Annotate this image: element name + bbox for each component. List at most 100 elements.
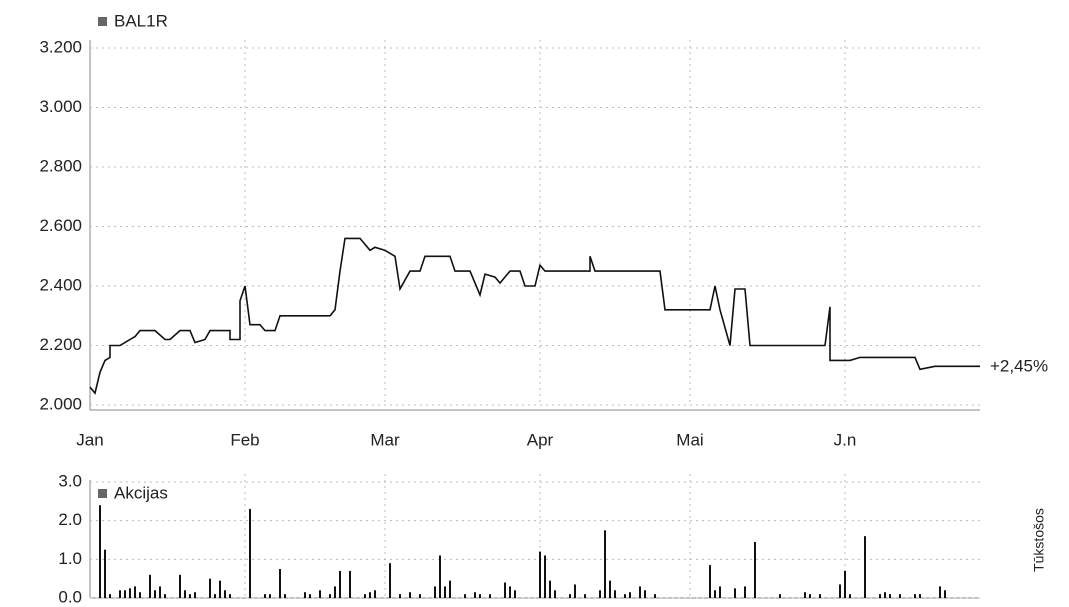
volume-bar [149, 574, 151, 598]
y-tick-label: 3.000 [39, 97, 82, 116]
y-tick-label: 2.000 [39, 394, 82, 413]
volume-bar [304, 592, 306, 598]
legend-marker [98, 17, 107, 26]
x-tick-label: J.n [834, 430, 857, 449]
y-tick-label: 2.400 [39, 275, 82, 294]
x-tick-label: Apr [527, 430, 554, 449]
volume-bar [214, 594, 216, 598]
volume-bar [819, 594, 821, 598]
y-tick-label: 2.800 [39, 156, 82, 175]
volume-bar [844, 570, 846, 598]
volume-bar [839, 584, 841, 598]
volume-bar [449, 580, 451, 598]
volume-bar [189, 594, 191, 598]
volume-bar [439, 555, 441, 598]
volume-bar [864, 536, 866, 598]
volume-bar [574, 584, 576, 598]
volume-bar [479, 594, 481, 598]
volume-bar [514, 590, 516, 598]
volume-bar [349, 570, 351, 598]
volume-bar [944, 590, 946, 598]
volume-bar [99, 505, 101, 598]
volume-bar [804, 592, 806, 598]
volume-bar [329, 594, 331, 598]
annotation: +2,45% [990, 356, 1048, 375]
volume-bar [889, 594, 891, 598]
volume-bar [279, 569, 281, 598]
volume-bar [629, 592, 631, 598]
volume-bar [599, 590, 601, 598]
volume-bar [124, 590, 126, 598]
volume-bar [504, 582, 506, 598]
volume-bar [339, 570, 341, 598]
volume-bar [159, 586, 161, 598]
volume-bar [419, 594, 421, 598]
legend-label: BAL1R [114, 11, 168, 30]
volume-bar [569, 594, 571, 598]
volume-bar [334, 586, 336, 598]
volume-bar [219, 580, 221, 598]
legend-marker [98, 489, 107, 498]
volume-bar [269, 594, 271, 598]
volume-bar [899, 594, 901, 598]
y-tick-label: 2.0 [58, 510, 82, 529]
price-line [89, 237, 980, 395]
volume-bar [154, 590, 156, 598]
volume-bar [194, 592, 196, 598]
volume-bar [709, 565, 711, 598]
volume-bar [719, 586, 721, 598]
y-tick-label: 0.0 [58, 587, 82, 606]
volume-bar [654, 594, 656, 598]
volume-bar [399, 594, 401, 598]
volume-bar [604, 530, 606, 598]
volume-bar [614, 590, 616, 598]
volume-bar [374, 590, 376, 598]
volume-bar [539, 551, 541, 598]
volume-bar [264, 594, 266, 598]
volume-bar [714, 590, 716, 598]
volume-bar [129, 588, 131, 598]
volume-bar [644, 590, 646, 598]
x-tick-label: Mai [676, 430, 703, 449]
volume-bar [544, 555, 546, 598]
volume-bar [119, 590, 121, 598]
volume-bar [474, 592, 476, 598]
volume-bar [434, 586, 436, 598]
volume-bar [179, 574, 181, 598]
volume-bar [319, 590, 321, 598]
y-tick-label: 2.600 [39, 216, 82, 235]
volume-bar [809, 594, 811, 598]
volume-bar [389, 563, 391, 598]
volume-bar [224, 590, 226, 598]
volume-bar [184, 590, 186, 598]
volume-bar [134, 586, 136, 598]
volume-bar [939, 586, 941, 598]
volume-bar [554, 590, 556, 598]
volume-bar [914, 594, 916, 598]
volume-bar [364, 594, 366, 598]
volume-bar [249, 509, 251, 598]
volume-bar [779, 594, 781, 598]
volume-bar [284, 594, 286, 598]
y-tick-label: 1.0 [58, 549, 82, 568]
x-tick-label: Jan [76, 430, 103, 449]
volume-bar [369, 592, 371, 598]
x-tick-label: Mar [370, 430, 400, 449]
y-tick-label: 3.200 [39, 37, 82, 56]
volume-bar [489, 594, 491, 598]
legend-label: Akcijas [114, 483, 168, 502]
volume-bar [609, 580, 611, 598]
volume-bar [444, 586, 446, 598]
volume-bar [549, 580, 551, 598]
volume-bar [164, 594, 166, 598]
volume-bar [884, 592, 886, 598]
volume-bar [639, 586, 641, 598]
volume-bar [919, 594, 921, 598]
volume-bar [879, 594, 881, 598]
volume-bar [109, 594, 111, 598]
volume-bar [309, 594, 311, 598]
volume-bar [139, 592, 141, 598]
volume-bar [744, 586, 746, 598]
y-axis-label: Tūkstošos [1031, 508, 1047, 572]
